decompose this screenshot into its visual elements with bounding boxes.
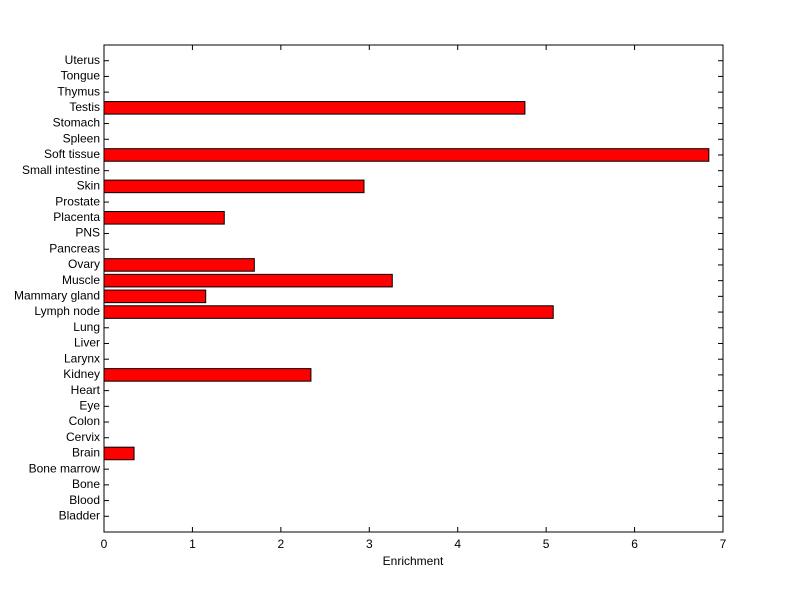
y-tick-label: PNS: [75, 226, 100, 240]
x-tick-label: 5: [543, 537, 550, 551]
y-tick-label: Pancreas: [49, 241, 100, 255]
y-tick-label: Tongue: [61, 69, 101, 83]
bar: [103, 305, 554, 319]
x-tick-label: 4: [454, 537, 461, 551]
x-tick-label: 3: [366, 537, 373, 551]
y-tick-label: Prostate: [55, 194, 100, 208]
y-tick-label: Mammary gland: [14, 289, 100, 303]
y-tick-label: Muscle: [62, 273, 100, 287]
y-tick-label: Kidney: [63, 367, 100, 381]
bar: [103, 368, 312, 382]
y-tick-label: Uterus: [65, 53, 100, 67]
x-tick-label: 6: [631, 537, 638, 551]
y-tick-label: Larynx: [64, 351, 100, 365]
y-tick-label: Spleen: [63, 131, 100, 145]
y-tick-label: Bone: [72, 477, 100, 491]
y-tick-label: Thymus: [57, 84, 100, 98]
x-tick-label: 7: [720, 537, 727, 551]
y-tick-label: Lung: [73, 320, 100, 334]
y-tick-label: Heart: [71, 383, 101, 397]
y-tick-label: Soft tissue: [44, 147, 100, 161]
y-tick-label: Eye: [79, 398, 100, 412]
y-tick-label: Stomach: [53, 116, 100, 130]
bar: [103, 258, 255, 272]
y-tick-label: Lymph node: [34, 304, 100, 318]
y-tick-label: Liver: [74, 336, 100, 350]
bar: [103, 101, 526, 115]
y-tick-label: Placenta: [53, 210, 100, 224]
bar: [103, 273, 393, 288]
x-tick-label: 0: [101, 537, 108, 551]
x-tick-label: 2: [278, 537, 285, 551]
bar: [103, 446, 135, 461]
y-tick-label: Blood: [69, 493, 100, 507]
plot-frame: [103, 44, 724, 533]
x-tick-label: 1: [189, 537, 196, 551]
y-tick-label: Colon: [69, 414, 100, 428]
bar: [103, 148, 710, 162]
y-tick-label: Cervix: [66, 430, 100, 444]
y-tick-label: Skin: [77, 179, 100, 193]
y-tick-label: Testis: [69, 100, 100, 114]
x-axis-label: Enrichment: [383, 554, 444, 568]
y-tick-label: Small intestine: [22, 163, 100, 177]
bar: [103, 289, 207, 304]
bar: [103, 179, 365, 194]
y-tick-label: Brain: [72, 446, 100, 460]
y-tick-label: Bladder: [59, 508, 100, 522]
y-tick-label: Bone marrow: [29, 461, 101, 475]
bar: [103, 211, 225, 225]
y-tick-label: Ovary: [68, 257, 100, 271]
